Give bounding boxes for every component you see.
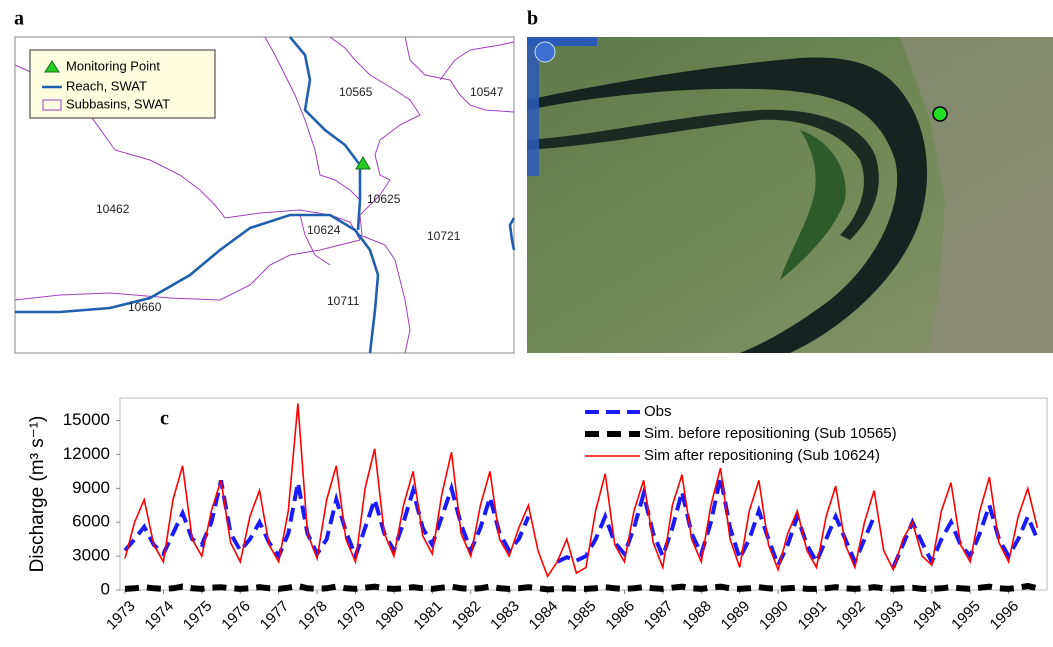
subbasin-label: 10660 (128, 300, 162, 314)
series-line (124, 582, 1039, 593)
x-tick-label: 1986 (602, 598, 638, 634)
x-tick-label: 1988 (679, 598, 715, 634)
toolbar (527, 46, 539, 176)
legend-label: Sim. before repositioning (Sub 10565) (644, 425, 897, 442)
monitoring-point (355, 156, 371, 170)
x-tick-label: 1996 (987, 598, 1023, 634)
x-tick-label: 1981 (410, 598, 446, 634)
legend-label: Monitoring Point (66, 58, 160, 73)
series-line (124, 403, 1039, 579)
subbasin-label: 10547 (470, 85, 504, 99)
x-tick-label: 1990 (756, 598, 792, 634)
plot-frame (119, 397, 1048, 591)
legend-label: Obs (644, 403, 672, 420)
reaches (15, 36, 516, 354)
y-tick-label: 12000 (63, 444, 110, 463)
chart: Discharge (m³ s⁻¹) 0 3000 6000 9000 12000 150… (27, 397, 1048, 634)
x-tick-label: 1983 (487, 598, 523, 634)
y-tick-label: 3000 (72, 546, 110, 565)
x-tick-label: 1980 (372, 598, 408, 634)
x-tick-label: 1994 (910, 598, 946, 634)
panel-label: b (527, 8, 538, 30)
x-tick-label: 1974 (141, 598, 177, 634)
toolbar (527, 37, 597, 46)
panel-label: a (14, 8, 24, 30)
y-tick-label: 9000 (72, 478, 110, 497)
y-tick-label: 15000 (63, 410, 110, 429)
island (780, 130, 846, 280)
river (527, 57, 928, 354)
subbasin-label: 10711 (327, 294, 360, 308)
map-legend: Monitoring Point Reach, SWAT Subbasins, … (29, 49, 216, 119)
x-tick-label: 1982 (449, 598, 485, 634)
panel-label: c (160, 408, 169, 430)
x-tick-label: 1991 (795, 598, 831, 634)
x-tick-label: 1992 (833, 598, 869, 634)
satellite-panel (527, 37, 1053, 354)
x-tick-label: 1995 (948, 598, 984, 634)
subbasin-label: 10462 (96, 202, 130, 216)
subbasin-label: 10721 (427, 229, 461, 243)
x-tick-label: 1979 (334, 598, 370, 634)
legend-label: Subbasins, SWAT (66, 96, 170, 111)
x-tick-label: 1977 (257, 598, 293, 634)
x-tick-label: 1993 (871, 598, 907, 634)
legend-label: Reach, SWAT (66, 78, 147, 93)
subbasin-label: 10565 (339, 85, 373, 99)
legend-label: Sim after repositioning (Sub 10624) (644, 447, 880, 464)
x-tick-label: 1978 (295, 598, 331, 634)
y-axis-label: Discharge (m³ s⁻¹) (27, 416, 48, 573)
x-tick-label: 1975 (180, 598, 216, 634)
subbasin-label: 10624 (307, 223, 341, 237)
x-tick-label: 1976 (218, 598, 254, 634)
y-tick-label: 6000 (72, 512, 110, 531)
legend-symbol (42, 99, 62, 111)
x-tick-label: 1985 (564, 598, 600, 634)
y-tick-label: 0 (101, 579, 110, 598)
map-panel: Monitoring Point Reach, SWAT Subbasins, … (14, 36, 516, 354)
x-tick-label: 1984 (526, 598, 562, 634)
nav-control (534, 41, 556, 63)
monitoring-point (932, 106, 948, 122)
x-tick-label: 1989 (718, 598, 754, 634)
subbasin-label: 10625 (367, 192, 401, 206)
x-tick-label: 1987 (641, 598, 677, 634)
x-tick-label: 1973 (103, 598, 139, 634)
series-line (123, 476, 1040, 571)
legend-symbol (44, 60, 60, 73)
